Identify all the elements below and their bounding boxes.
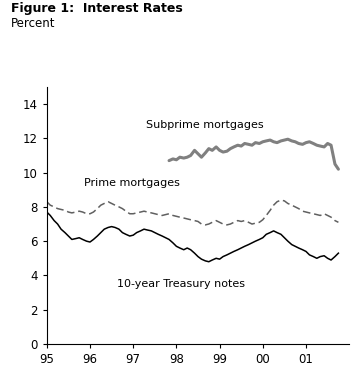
Text: Percent: Percent	[11, 17, 55, 30]
Text: Prime mortgages: Prime mortgages	[84, 178, 179, 188]
Text: Subprime mortgages: Subprime mortgages	[146, 120, 263, 130]
Text: Figure 1:  Interest Rates: Figure 1: Interest Rates	[11, 2, 183, 15]
Text: 10-year Treasury notes: 10-year Treasury notes	[117, 279, 245, 289]
